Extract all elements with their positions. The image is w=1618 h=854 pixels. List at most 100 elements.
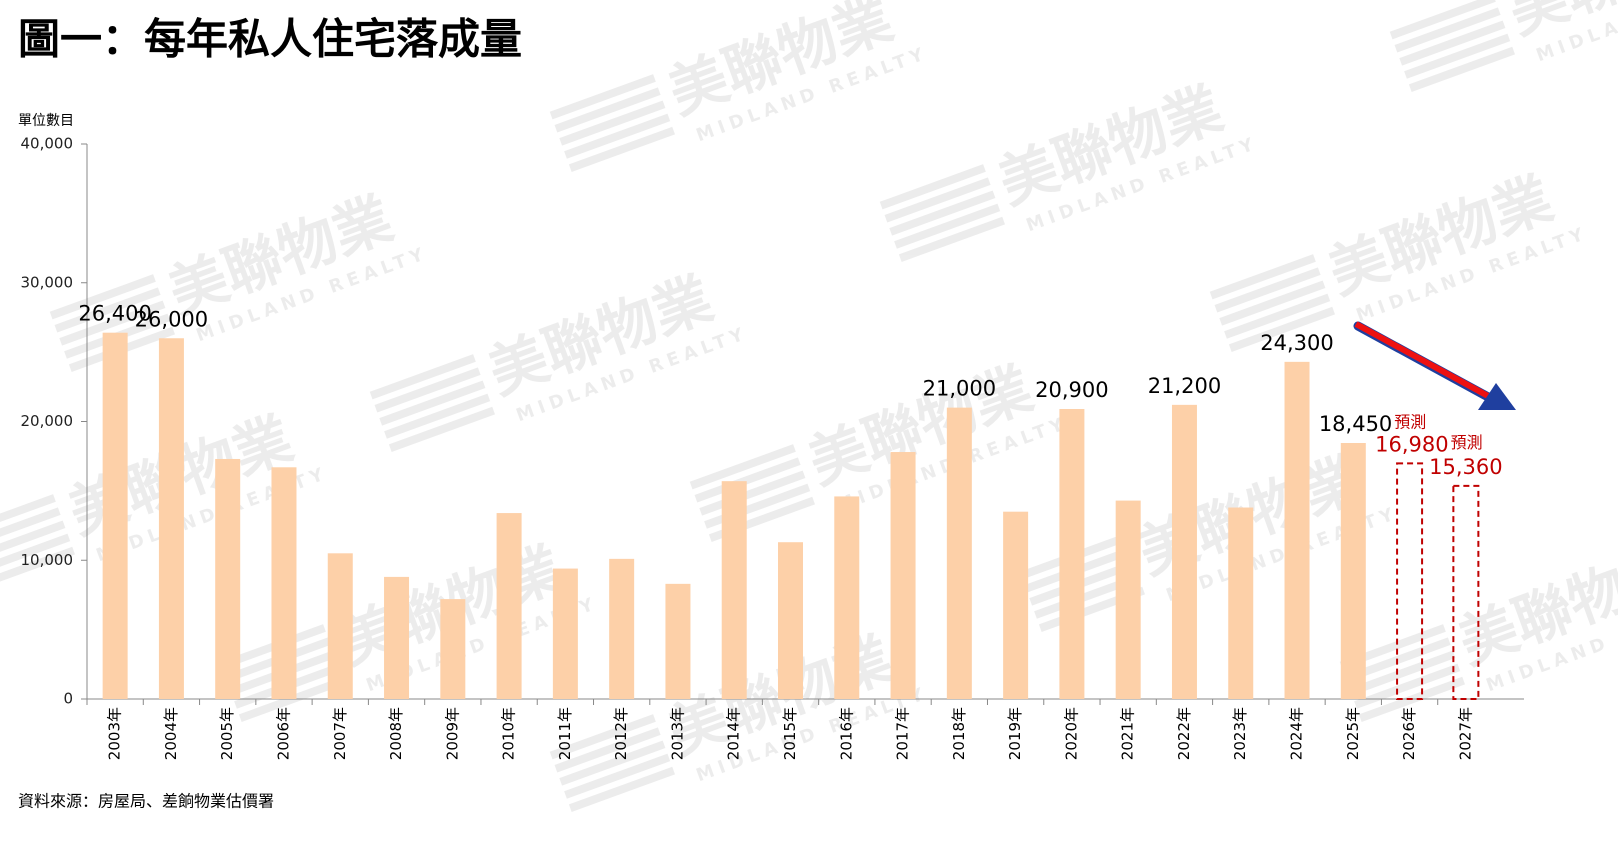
- x-tick-label: 2018年: [950, 707, 968, 760]
- watermark-stripe: [1224, 293, 1331, 339]
- x-tick-label: 2026年: [1400, 707, 1418, 760]
- source-note: 資料來源：房屋局、差餉物業估價署: [18, 792, 274, 811]
- x-tick-label: 2017年: [894, 707, 912, 760]
- x-tick-label: 2003年: [106, 707, 124, 760]
- watermark-stripe: [549, 714, 656, 760]
- x-tick-label: 2004年: [162, 707, 180, 760]
- bar: [552, 568, 578, 699]
- watermark-stripe: [559, 740, 666, 786]
- watermark-stripe: [894, 203, 1001, 249]
- value-label: 20,900: [1035, 378, 1108, 402]
- bar: [1396, 462, 1424, 700]
- x-tick-label: 2023年: [1231, 707, 1249, 760]
- bar: [1228, 507, 1254, 699]
- value-label: 24,300: [1260, 331, 1333, 355]
- bar: [1115, 500, 1141, 699]
- bar: [778, 542, 803, 699]
- watermark-stripe: [554, 727, 661, 773]
- watermark-stripe: [369, 354, 476, 400]
- watermark-stripe: [689, 444, 796, 490]
- watermark-stripe: [384, 393, 491, 439]
- watermark-stripe: [54, 287, 161, 333]
- bar: [890, 452, 916, 699]
- watermark-stripe: [1214, 267, 1321, 313]
- arrow-head: [1478, 383, 1516, 410]
- watermark-stripe: [379, 380, 486, 426]
- watermark-stripe: [554, 87, 661, 133]
- watermark-stripe: [889, 190, 996, 236]
- bar: [271, 467, 297, 699]
- watermark-stripe: [59, 300, 166, 346]
- watermark-stripe: [879, 164, 986, 210]
- watermark-stripe: [1339, 624, 1446, 670]
- x-tick-label: 2013年: [668, 707, 686, 760]
- bar: [440, 599, 466, 699]
- watermark-stripe: [568, 766, 675, 812]
- x-tick-label: 2011年: [556, 707, 574, 760]
- bar: [158, 338, 184, 699]
- x-tick-label: 2025年: [1344, 707, 1362, 760]
- x-tick-label: 2022年: [1175, 707, 1193, 760]
- value-label: 26,400: [78, 302, 151, 326]
- bar: [834, 496, 860, 699]
- value-label: 21,000: [923, 377, 996, 401]
- x-tick-label: 2021年: [1119, 707, 1137, 760]
- value-label: 16,980: [1375, 432, 1448, 456]
- x-tick-label: 2005年: [218, 707, 236, 760]
- bar: [1059, 409, 1085, 699]
- x-tick-label: 2019年: [1006, 707, 1024, 760]
- watermark-stripe: [1349, 650, 1456, 696]
- forecast-label: 預測: [1394, 413, 1426, 432]
- x-tick-label: 2009年: [443, 707, 461, 760]
- y-tick-label: 20,000: [21, 412, 74, 430]
- watermark-stripe: [884, 177, 991, 223]
- watermark-stripe: [0, 533, 71, 579]
- x-tick-label: 2014年: [725, 707, 743, 760]
- watermark-stripe: [694, 457, 801, 503]
- arrow-shaft: [1354, 321, 1490, 399]
- bar: [665, 583, 691, 699]
- watermark-stripe: [564, 753, 671, 799]
- watermark-stripe: [0, 546, 75, 592]
- watermark-stripe: [559, 100, 666, 146]
- y-axis-label: 單位數目: [18, 113, 74, 129]
- bar: [1171, 404, 1197, 699]
- x-tick-label: 2010年: [500, 707, 518, 760]
- watermark-stripe: [1354, 663, 1461, 709]
- watermark-stripe: [1228, 306, 1335, 352]
- y-tick-label: 0: [63, 690, 73, 708]
- y-tick-label: 10,000: [21, 551, 74, 569]
- x-tick-label: 2024年: [1288, 707, 1306, 760]
- bar: [1452, 484, 1480, 700]
- watermark-stripe: [1389, 0, 1496, 40]
- watermark-stripe: [1399, 20, 1506, 66]
- watermark-stripe: [898, 216, 1005, 262]
- watermark-stripe: [568, 126, 675, 172]
- x-tick-label: 2008年: [387, 707, 405, 760]
- trend-arrow: [1353, 321, 1516, 410]
- x-tick-label: 2006年: [274, 707, 292, 760]
- bar: [721, 481, 747, 699]
- watermark-stripe: [1219, 280, 1326, 326]
- watermark-stripe: [0, 507, 61, 553]
- bar: [946, 407, 972, 699]
- value-label: 18,450: [1319, 412, 1392, 436]
- watermark-stripe: [549, 74, 656, 120]
- bar: [496, 513, 522, 699]
- watermark-stripe: [0, 494, 56, 540]
- bar: [609, 558, 635, 699]
- value-label: 15,360: [1429, 455, 1502, 479]
- bar: [1284, 361, 1310, 699]
- x-tick-label: 2020年: [1062, 707, 1080, 760]
- watermark-stripe: [388, 406, 495, 452]
- y-tick-label: 30,000: [21, 273, 74, 291]
- value-label: 26,000: [135, 307, 208, 331]
- watermark-stripe: [1394, 7, 1501, 53]
- x-tick-label: 2012年: [612, 707, 630, 760]
- watermark-stripe: [49, 274, 156, 320]
- bar: [327, 553, 353, 699]
